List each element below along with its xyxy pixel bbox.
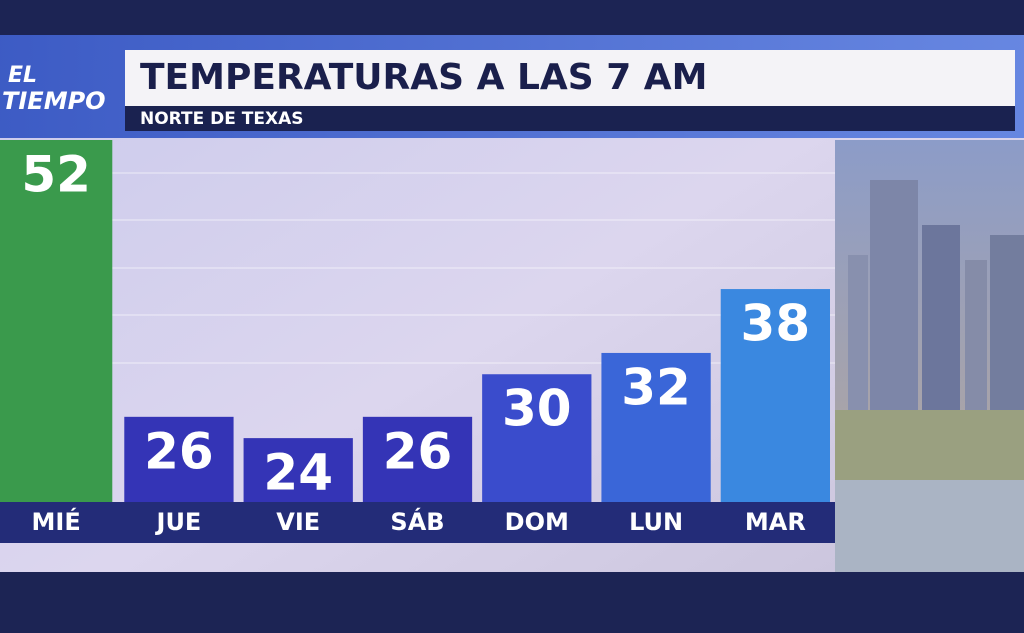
value-label: 26: [383, 422, 453, 480]
bar: [124, 416, 234, 502]
x-tick-label: SÁB: [390, 507, 444, 536]
category-strip: [0, 502, 835, 543]
x-tick-label: VIE: [276, 508, 320, 536]
plot: 52 MIÉ 26 JUE 24 VIE 26 SÁB 30 DOM 32 LUN 38 MAR: [0, 140, 830, 536]
logo-text: TIEMPO: [2, 87, 106, 115]
x-tick-label: DOM: [505, 508, 569, 536]
value-label: 32: [621, 358, 691, 416]
bottom-band: [0, 572, 1024, 633]
value-label: 24: [263, 444, 333, 502]
bar: [482, 374, 592, 502]
bar: [601, 352, 711, 502]
skyline: [835, 140, 1024, 572]
logo-text: EL: [8, 63, 37, 88]
value-label: 52: [21, 146, 91, 204]
bar: [720, 289, 830, 502]
subtitle-bar: [125, 106, 1015, 131]
title-bar: [125, 50, 1015, 106]
bar: [362, 416, 473, 502]
value-label: 30: [502, 380, 572, 438]
value-label: 26: [144, 422, 214, 480]
bar: [0, 140, 113, 502]
chart-title: TEMPERATURAS A LAS 7 AM: [140, 57, 708, 98]
top-band: [0, 0, 1024, 35]
bar: [243, 438, 353, 502]
logo: EL TIEMPO: [2, 63, 106, 115]
x-tick-label: JUE: [155, 508, 202, 536]
x-tick-label: MAR: [745, 508, 806, 536]
x-tick-label: LUN: [629, 508, 683, 536]
chart-subtitle: NORTE DE TEXAS: [140, 109, 304, 129]
x-tick-label: MIÉ: [32, 507, 81, 536]
decor-lines: [112, 172, 835, 364]
value-label: 38: [741, 295, 811, 353]
